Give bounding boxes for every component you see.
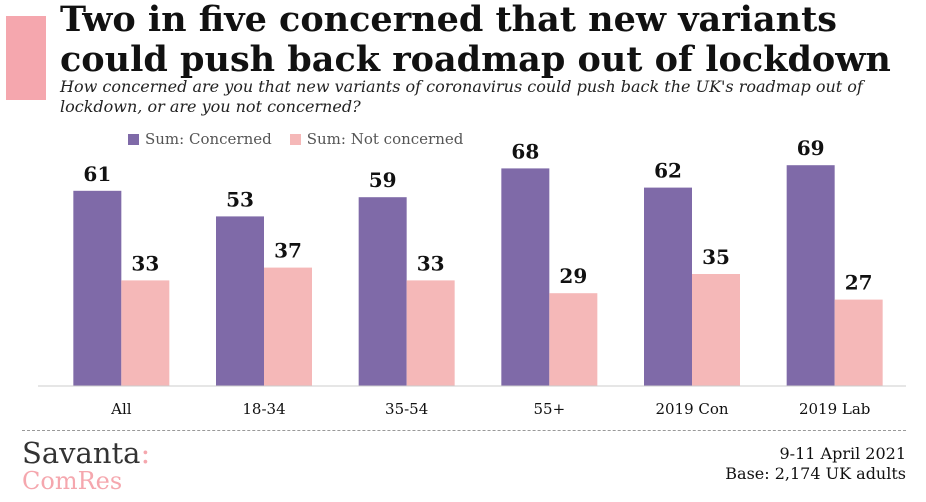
data-label-not-concerned-3: 29 xyxy=(559,264,587,288)
legend-item-not-concerned: Sum: Not concerned xyxy=(289,130,464,148)
x-tick-label-1: 18-34 xyxy=(242,400,285,418)
data-label-not-concerned-0: 33 xyxy=(131,251,159,275)
data-label-not-concerned-5: 27 xyxy=(845,271,873,295)
bar-chart: 61 33 All 53 37 18-34 59 33 35-54 68 29 55+ 62 35 2019… xyxy=(38,136,906,418)
x-tick-label-2: 35-54 xyxy=(385,400,428,418)
bar-not-concerned-2 xyxy=(406,280,455,386)
x-tick-label-5: 2019 Lab xyxy=(799,400,870,418)
legend-swatch-concerned xyxy=(128,133,139,145)
brand-colon: : xyxy=(140,436,151,470)
legend-item-concerned: Sum: Concerned xyxy=(128,130,272,148)
bar-concerned-5 xyxy=(786,165,835,386)
bar-concerned-4 xyxy=(644,187,692,386)
data-label-not-concerned-1: 37 xyxy=(274,239,302,263)
data-label-concerned-5: 69 xyxy=(797,136,825,160)
x-tick-label-4: 2019 Con xyxy=(655,400,728,418)
data-label-concerned-4: 62 xyxy=(654,159,682,183)
bar-concerned-3 xyxy=(501,168,550,386)
bar-not-concerned-0 xyxy=(121,280,170,386)
accent-bar xyxy=(6,16,46,100)
bar-concerned-1 xyxy=(216,216,264,386)
survey-date: 9-11 April 2021 xyxy=(779,444,906,463)
data-label-not-concerned-4: 35 xyxy=(702,245,730,269)
data-label-concerned-1: 53 xyxy=(226,187,254,211)
brand-name: Savanta xyxy=(22,436,141,470)
survey-meta: 9-11 April 2021 Base: 2,174 UK adults xyxy=(725,444,906,484)
bar-not-concerned-5 xyxy=(834,299,883,386)
data-label-concerned-2: 59 xyxy=(369,168,397,192)
bar-concerned-2 xyxy=(358,197,407,386)
legend-label-concerned: Sum: Concerned xyxy=(145,130,272,148)
bar-not-concerned-1 xyxy=(264,267,312,386)
x-tick-label-0: All xyxy=(110,400,132,418)
data-label-concerned-0: 61 xyxy=(83,162,111,186)
brand-subname: ComRes xyxy=(22,467,123,495)
data-label-concerned-3: 68 xyxy=(511,139,539,163)
chart-legend: Sum: Concerned Sum: Not concerned xyxy=(128,130,481,148)
data-label-not-concerned-2: 33 xyxy=(417,251,445,275)
x-tick-label-3: 55+ xyxy=(534,400,566,418)
footer-divider xyxy=(22,430,906,431)
bar-not-concerned-4 xyxy=(692,274,740,386)
survey-base: Base: 2,174 UK adults xyxy=(725,464,906,483)
page-title: Two in five concerned that new variants … xyxy=(60,0,891,80)
chart-subtitle: How concerned are you that new variants … xyxy=(60,77,863,116)
legend-label-not-concerned: Sum: Not concerned xyxy=(306,130,464,148)
legend-swatch-not-concerned xyxy=(289,133,301,145)
bar-not-concerned-3 xyxy=(549,293,598,386)
bar-concerned-0 xyxy=(73,190,122,386)
brand-logo: Savanta: ComRes xyxy=(22,438,150,494)
